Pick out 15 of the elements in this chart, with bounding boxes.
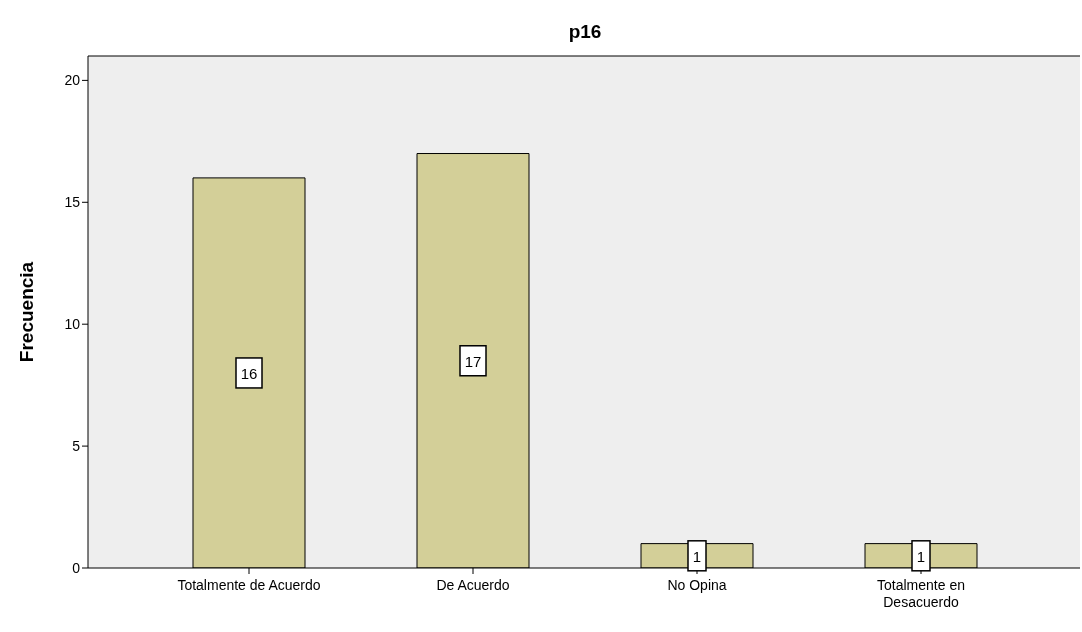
- y-tick-label: 15: [64, 194, 81, 211]
- data-label: 17: [464, 352, 482, 370]
- y-axis-title: Frecuencia: [15, 261, 37, 363]
- y-tick-label: 5: [72, 438, 81, 455]
- x-tick-label: No Opina: [667, 577, 727, 593]
- data-label: 1: [692, 547, 702, 565]
- y-tick-label: 10: [64, 316, 81, 333]
- data-label: 16: [240, 364, 258, 382]
- chart-title: p16: [567, 19, 603, 44]
- x-tick-label: Totalmente de Acuerdo: [177, 577, 321, 593]
- y-tick-label: 0: [72, 559, 81, 576]
- x-tick-label: De Acuerdo: [436, 577, 510, 593]
- x-tick-label: Totalmente en Desacuerdo: [877, 577, 965, 610]
- data-label: 1: [916, 547, 926, 565]
- y-tick-label: 20: [64, 72, 81, 89]
